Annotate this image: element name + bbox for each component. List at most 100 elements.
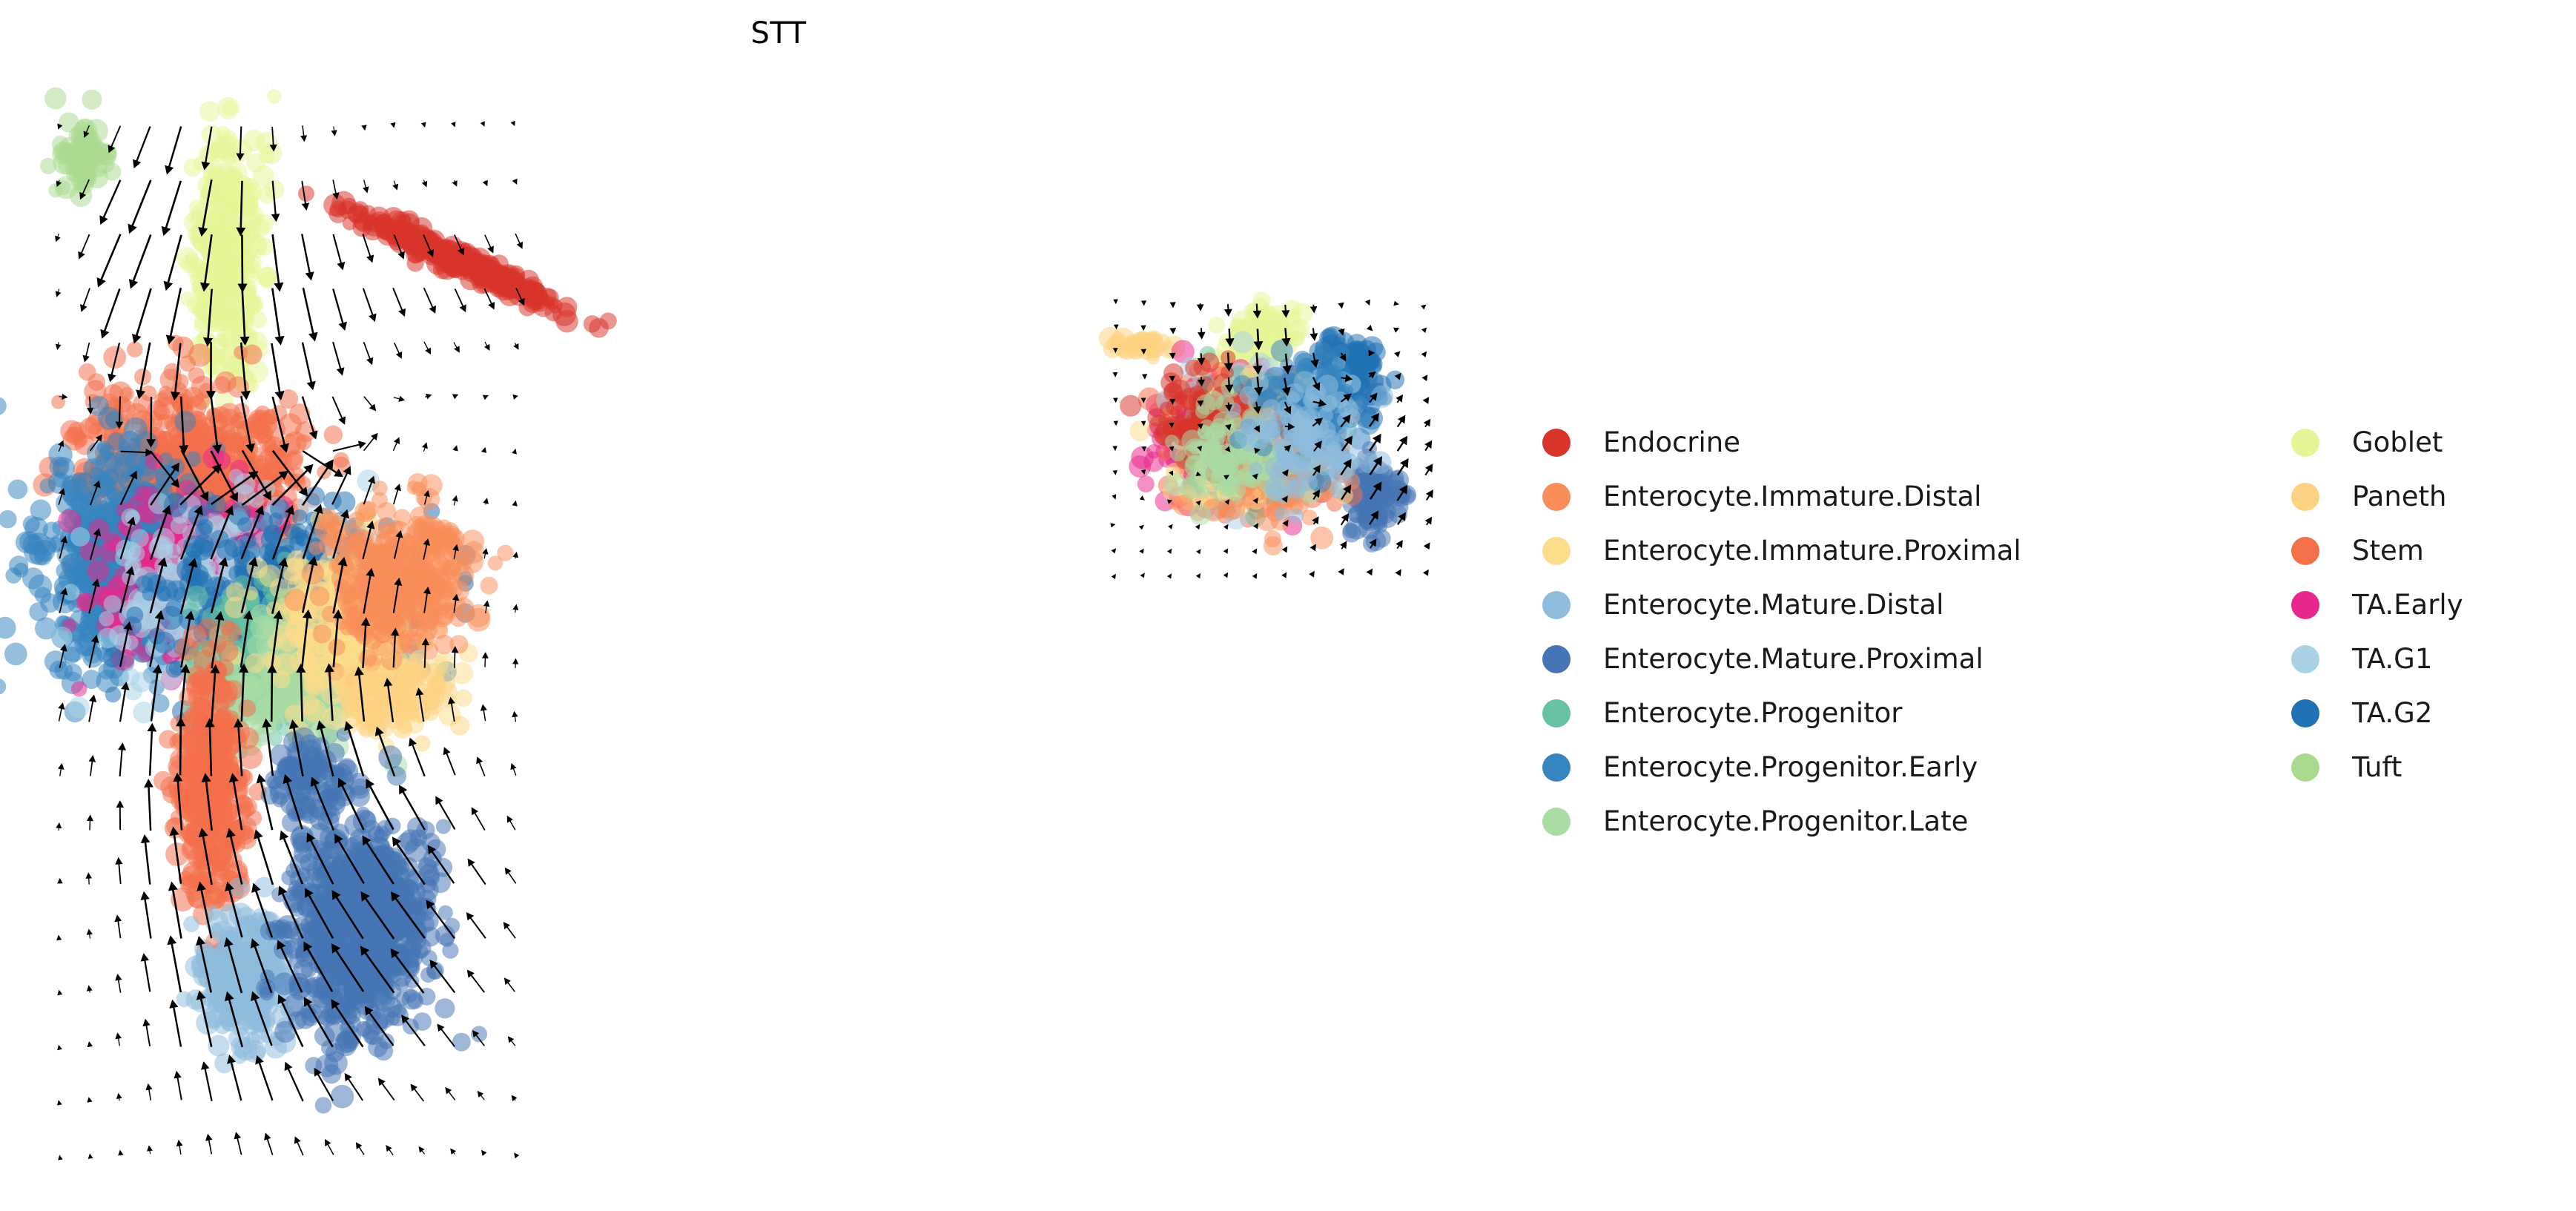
velocity-arrow-head	[57, 877, 63, 884]
velocity-arrow-head	[1169, 328, 1177, 334]
velocity-arrow-head	[337, 556, 348, 567]
velocity-arrow-shaft	[301, 613, 309, 667]
velocity-arrow-head	[481, 652, 489, 659]
velocity-arrow-shaft	[468, 915, 486, 939]
velocity-arrow-head	[240, 390, 251, 400]
velocity-arrow-head	[324, 663, 334, 673]
velocity-arrow-head	[512, 552, 519, 558]
legend-item[interactable]: Enterocyte.Progenitor.Late	[1542, 794, 2021, 848]
velocity-arrow-shaft	[204, 126, 213, 166]
legend-item[interactable]: Stem	[2291, 524, 2463, 578]
velocity-arrow-head	[79, 191, 87, 200]
velocity-arrow-shaft	[180, 449, 208, 498]
velocity-arrow-head	[248, 556, 258, 567]
legend-item[interactable]: Enterocyte.Progenitor.Early	[1542, 740, 2021, 794]
velocity-arrow-shaft	[59, 591, 66, 614]
velocity-arrow-head	[57, 1100, 62, 1106]
velocity-arrow-head	[1369, 538, 1377, 547]
velocity-arrow-shaft	[400, 788, 426, 831]
velocity-arrow-head	[482, 179, 488, 187]
velocity-arrow-head	[87, 1097, 93, 1103]
velocity-arrow-head	[452, 180, 458, 187]
velocity-arrow-head	[170, 391, 180, 401]
velocity-arrow-head	[305, 888, 314, 898]
velocity-arrow-head	[212, 444, 222, 455]
velocity-arrow-head	[334, 834, 343, 844]
velocity-arrow-shaft	[437, 799, 456, 830]
velocity-arrow-head	[360, 891, 370, 902]
velocity-arrow-head	[188, 558, 198, 568]
velocity-arrow-head	[355, 1142, 363, 1149]
velocity-arrow-shaft	[271, 561, 285, 614]
velocity-arrow-shaft	[306, 891, 334, 939]
velocity-arrow-head	[108, 145, 116, 154]
velocity-arrow-shaft	[148, 783, 152, 831]
velocity-arrow-head	[1310, 544, 1316, 552]
velocity-arrow-head	[369, 313, 377, 323]
velocity-arrow-head	[1139, 548, 1144, 554]
velocity-arrow-head	[83, 131, 90, 138]
legend-item[interactable]: TA.Early	[2291, 578, 2463, 632]
velocity-arrow-head	[176, 717, 186, 727]
legend-item[interactable]: Enterocyte.Progenitor	[1542, 686, 2021, 740]
velocity-arrow-head	[1424, 440, 1433, 449]
velocity-arrow-shaft	[119, 520, 133, 560]
velocity-arrow-head	[201, 773, 211, 782]
velocity-arrow-head	[369, 403, 377, 412]
velocity-arrow-head	[1396, 540, 1403, 548]
legend-item[interactable]: Tuft	[2291, 740, 2463, 794]
velocity-arrow-head	[1140, 420, 1146, 426]
velocity-arrow-head	[1425, 489, 1433, 498]
legend-item[interactable]: Paneth	[2291, 469, 2463, 524]
velocity-arrow-head	[1140, 325, 1146, 331]
velocity-arrow-shaft	[392, 287, 404, 313]
legend-marker-circle-icon	[2291, 699, 2319, 727]
legend-item[interactable]: Enterocyte.Mature.Proximal	[1542, 632, 2021, 686]
velocity-arrow-head	[336, 367, 345, 376]
legend-item[interactable]: Goblet	[2291, 415, 2463, 469]
velocity-arrow-shaft	[241, 472, 285, 506]
velocity-arrow-head	[395, 529, 403, 538]
velocity-arrow-head	[303, 463, 314, 475]
velocity-arrow-head	[277, 940, 286, 950]
legend-item[interactable]: Endocrine	[1542, 415, 2021, 469]
velocity-arrow-shaft	[271, 449, 306, 494]
velocity-arrow-shaft	[386, 682, 394, 722]
velocity-arrow-head	[1252, 498, 1258, 504]
velocity-arrow-head	[118, 742, 126, 750]
velocity-arrow-head	[1310, 333, 1318, 341]
velocity-arrow-shaft	[210, 472, 256, 506]
velocity-arrow-head	[145, 1083, 153, 1091]
velocity-arrow-head	[1253, 341, 1264, 351]
velocity-arrow-head	[125, 566, 135, 575]
velocity-arrow-shaft	[394, 342, 400, 355]
legend-item[interactable]: Enterocyte.Mature.Distal	[1542, 578, 2021, 632]
velocity-arrow-head	[418, 1146, 425, 1153]
velocity-arrow-head	[366, 521, 375, 529]
velocity-arrow-shaft	[179, 722, 182, 776]
velocity-arrow-shaft	[271, 180, 277, 218]
velocity-arrow-shaft	[362, 234, 372, 260]
velocity-arrow-head	[116, 800, 125, 808]
velocity-arrow-shaft	[410, 741, 426, 777]
velocity-arrow-shaft	[119, 686, 127, 722]
legend-item[interactable]: Enterocyte.Immature.Distal	[1542, 469, 2021, 524]
velocity-arrow-shaft	[150, 465, 178, 506]
velocity-arrow-shaft	[392, 951, 425, 994]
velocity-arrow-head	[392, 837, 402, 847]
velocity-arrow-shaft	[134, 288, 152, 340]
velocity-arrow-head	[251, 882, 261, 893]
legend-item[interactable]: TA.G1	[2291, 632, 2463, 686]
legend-item-label: Endocrine	[1603, 426, 1740, 458]
velocity-arrow-shaft	[423, 641, 426, 668]
legend-item[interactable]: TA.G2	[2291, 686, 2463, 740]
legend-item[interactable]: Enterocyte.Immature.Proximal	[1542, 524, 2021, 578]
velocity-arrow-head	[1372, 433, 1381, 444]
velocity-arrow-head	[1197, 423, 1203, 430]
velocity-arrow-shaft	[469, 972, 485, 993]
velocity-arrow-head	[1282, 365, 1292, 374]
legend-marker-circle-icon	[1542, 590, 1571, 619]
velocity-arrow-head	[1252, 473, 1258, 480]
velocity-arrow-shaft	[393, 234, 403, 256]
velocity-arrow-shaft	[134, 126, 151, 165]
